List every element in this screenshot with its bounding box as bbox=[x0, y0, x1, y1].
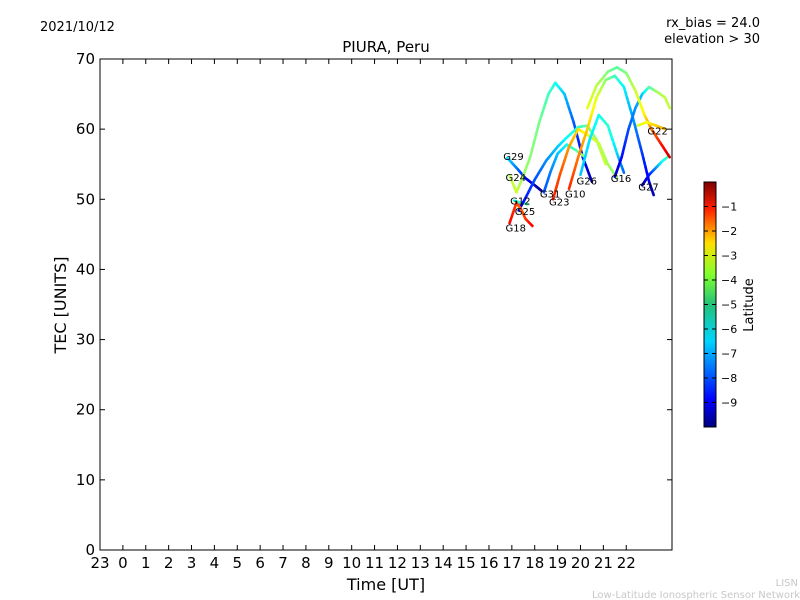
plot-frame bbox=[99, 58, 673, 551]
x-axis-label: Time [UT] bbox=[346, 575, 425, 594]
chart-title: PIURA, Peru bbox=[342, 38, 429, 56]
date-label: 2021/10/12 bbox=[40, 20, 115, 35]
x-axis-ticks: 23 0 1 2 3 4 5 6 7 8 9 10 11 12 13 14 15 16 17 18 19 20 21 22 bbox=[90, 59, 636, 572]
colorbar-tick-label: −5 bbox=[721, 299, 737, 312]
colorbar-tick-label: −9 bbox=[721, 397, 737, 410]
x-tick-label: 20 bbox=[571, 554, 590, 572]
colorbar: −1 −2 −3 −4 −5 −6 −7 −8 −9 Latitude bbox=[703, 181, 757, 428]
x-tick-label: 10 bbox=[342, 554, 361, 572]
elevation-label: elevation > 30 bbox=[664, 32, 760, 47]
series-segment bbox=[539, 188, 543, 193]
x-tick-label: 9 bbox=[324, 554, 334, 572]
y-tick-label: 40 bbox=[76, 260, 95, 278]
colorbar-tick-label: −7 bbox=[721, 348, 737, 361]
series-label-g26: G26 bbox=[576, 176, 596, 187]
rx-bias-label: rx_bias = 24.0 bbox=[666, 16, 760, 31]
x-tick-label: 0 bbox=[118, 554, 128, 572]
series-g22 bbox=[586, 66, 672, 159]
x-tick-label: 15 bbox=[457, 554, 476, 572]
colorbar-tick-label: −3 bbox=[721, 250, 737, 263]
y-tick-label: 10 bbox=[76, 471, 95, 489]
x-tick-label: 16 bbox=[479, 554, 498, 572]
series-g10 bbox=[567, 74, 655, 197]
series-segment bbox=[529, 223, 534, 228]
series-segment bbox=[662, 127, 667, 131]
series-label-g22: G22 bbox=[647, 127, 667, 138]
series-segment bbox=[651, 191, 655, 197]
x-tick-label: 19 bbox=[548, 554, 567, 572]
series-label-g27: G27 bbox=[638, 183, 658, 194]
colorbar-ticks: −1 −2 −3 −4 −5 −6 −7 −8 −9 bbox=[704, 201, 737, 410]
y-axis-label: TEC [UNITS] bbox=[51, 257, 70, 355]
x-tick-label: 3 bbox=[187, 554, 197, 572]
series-g27 bbox=[640, 155, 669, 187]
colorbar-tick-label: −8 bbox=[721, 372, 737, 385]
series-lines bbox=[505, 66, 672, 228]
x-tick-label: 12 bbox=[388, 554, 407, 572]
y-axis-ticks: 0 10 20 30 40 50 60 70 bbox=[76, 50, 672, 559]
series-label-g16: G16 bbox=[611, 174, 631, 185]
series-g24 bbox=[508, 81, 594, 194]
series-g22b bbox=[636, 120, 667, 131]
series-segment bbox=[665, 155, 669, 160]
y-tick-label: 20 bbox=[76, 401, 95, 419]
series-segment bbox=[667, 105, 672, 110]
x-tick-label: 14 bbox=[434, 554, 453, 572]
x-tick-label: 5 bbox=[233, 554, 243, 572]
series-segment bbox=[589, 176, 594, 184]
y-tick-label: 50 bbox=[76, 190, 95, 208]
x-tick-label: 18 bbox=[525, 554, 544, 572]
plot-area: 23 0 1 2 3 4 5 6 7 8 9 10 11 12 13 14 15 16 17 18 19 20 21 22 0… bbox=[76, 50, 673, 572]
colorbar-tick-label: −2 bbox=[721, 225, 737, 238]
series-segment bbox=[602, 158, 607, 166]
x-tick-label: 6 bbox=[255, 554, 265, 572]
x-tick-label: 1 bbox=[141, 554, 151, 572]
x-tick-label: 2 bbox=[164, 554, 174, 572]
series-label-g25: G25 bbox=[515, 207, 535, 218]
series-label-g10: G10 bbox=[565, 190, 585, 201]
y-tick-label: 30 bbox=[76, 331, 95, 349]
x-tick-label: 22 bbox=[617, 554, 636, 572]
y-tick-label: 60 bbox=[76, 120, 95, 138]
x-tick-label: 17 bbox=[502, 554, 521, 572]
colorbar-label: Latitude bbox=[742, 278, 757, 332]
colorbar-tick-label: −1 bbox=[721, 201, 737, 214]
series-g16 bbox=[613, 85, 672, 179]
series-label-g12: G12 bbox=[510, 197, 530, 208]
series-label-g29: G29 bbox=[503, 152, 523, 163]
series-segment bbox=[666, 153, 672, 159]
y-tick-label: 0 bbox=[85, 541, 95, 559]
series-label-g23: G23 bbox=[549, 197, 569, 208]
series-label-g31: G31 bbox=[540, 190, 560, 201]
series-segment bbox=[621, 168, 626, 174]
series-label-g24: G24 bbox=[506, 173, 526, 184]
colorbar-tick-label: −4 bbox=[721, 274, 737, 287]
x-tick-label: 7 bbox=[278, 554, 288, 572]
x-tick-label: 4 bbox=[210, 554, 220, 572]
x-tick-label: 8 bbox=[301, 554, 311, 572]
series-label-g18: G18 bbox=[506, 223, 526, 234]
x-tick-label: 13 bbox=[411, 554, 430, 572]
x-tick-label: 23 bbox=[90, 554, 109, 572]
series-g23 bbox=[551, 127, 619, 201]
footer-lisn: LISN bbox=[776, 578, 798, 589]
x-tick-label: 21 bbox=[594, 554, 613, 572]
colorbar-tick-label: −6 bbox=[721, 323, 737, 336]
x-tick-label: 11 bbox=[365, 554, 384, 572]
series-g18 bbox=[508, 201, 534, 228]
footer-network: Low-Latitude Ionospheric Sensor Network bbox=[592, 590, 800, 600]
y-tick-label: 70 bbox=[76, 50, 95, 68]
